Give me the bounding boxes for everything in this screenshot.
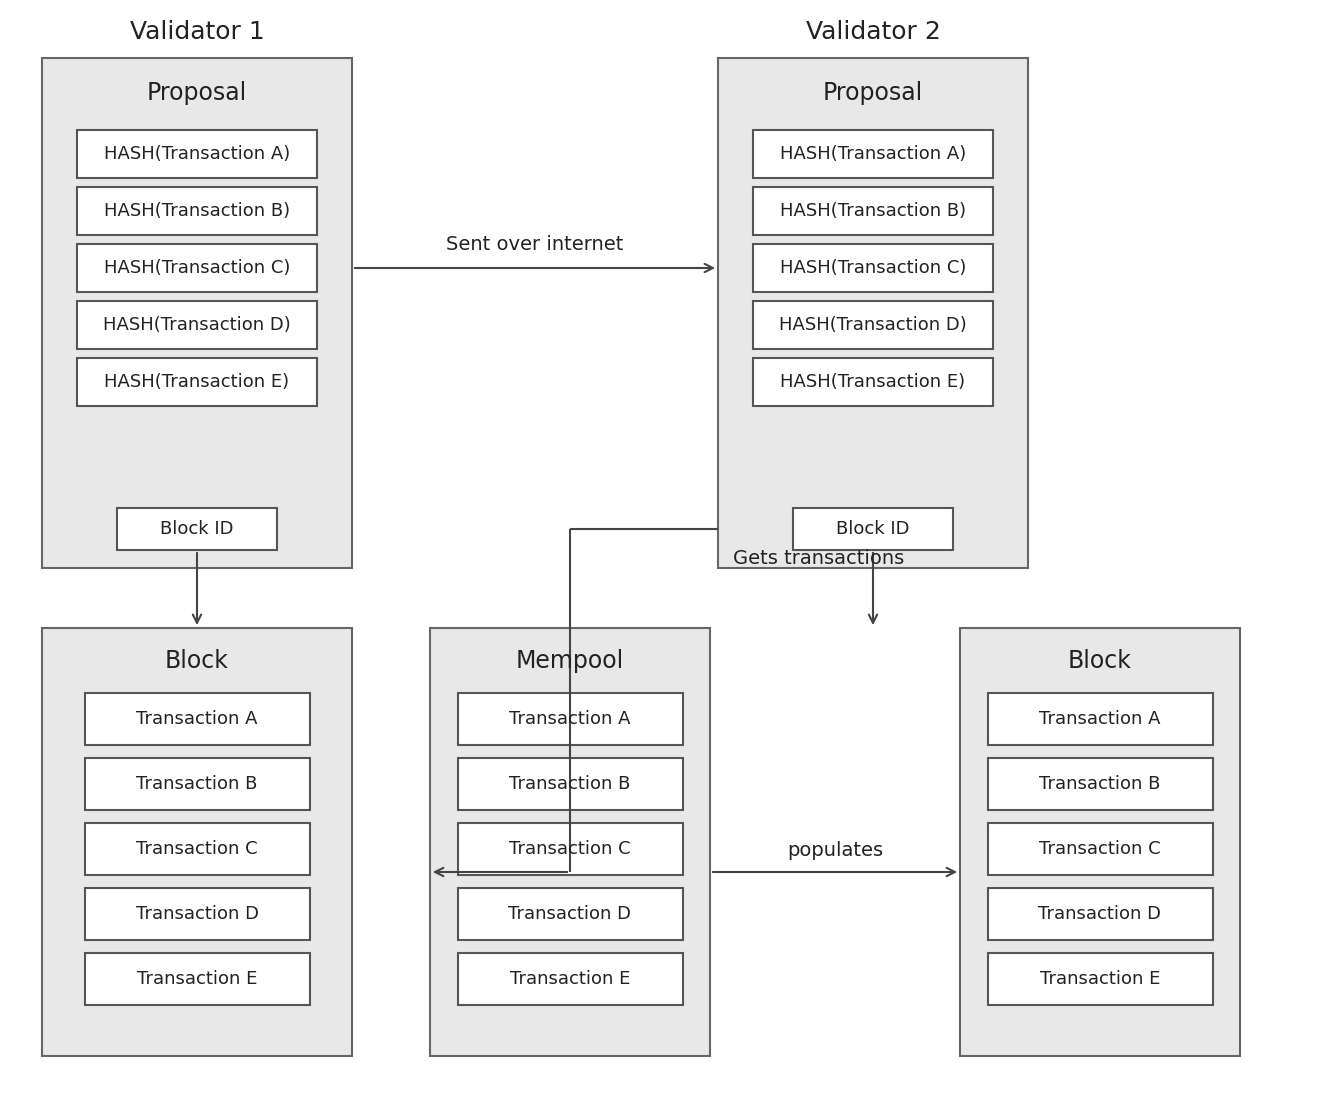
Text: Sent over internet: Sent over internet: [446, 235, 624, 253]
Bar: [457, 954, 683, 1005]
Text: Block: Block: [166, 649, 228, 673]
Text: HASH(Transaction C): HASH(Transaction C): [104, 259, 290, 277]
Bar: [430, 628, 709, 1057]
Bar: [77, 358, 317, 406]
Text: Transaction E: Transaction E: [136, 970, 258, 987]
Bar: [41, 628, 351, 1057]
Text: Validator 1: Validator 1: [130, 20, 265, 44]
Text: Proposal: Proposal: [823, 81, 923, 105]
Bar: [84, 823, 310, 875]
Text: Transaction D: Transaction D: [135, 905, 258, 923]
Bar: [717, 58, 1027, 568]
Text: Transaction E: Transaction E: [510, 970, 631, 987]
Bar: [84, 954, 310, 1005]
Bar: [754, 187, 993, 235]
Bar: [987, 823, 1213, 875]
Bar: [77, 187, 317, 235]
Bar: [987, 758, 1213, 810]
Text: Transaction E: Transaction E: [1039, 970, 1160, 987]
Text: HASH(Transaction E): HASH(Transaction E): [780, 373, 966, 391]
Text: Transaction A: Transaction A: [509, 710, 631, 728]
Bar: [77, 130, 317, 178]
Text: Block ID: Block ID: [160, 520, 234, 538]
Text: HASH(Transaction E): HASH(Transaction E): [104, 373, 290, 391]
Text: HASH(Transaction D): HASH(Transaction D): [779, 316, 967, 334]
Text: Proposal: Proposal: [147, 81, 247, 105]
Bar: [77, 301, 317, 349]
Bar: [754, 130, 993, 178]
Bar: [84, 888, 310, 940]
Bar: [457, 693, 683, 745]
Bar: [457, 758, 683, 810]
Bar: [457, 823, 683, 875]
Bar: [118, 509, 277, 550]
Bar: [77, 244, 317, 292]
Text: Validator 2: Validator 2: [806, 20, 941, 44]
Text: Transaction C: Transaction C: [1039, 840, 1161, 858]
Bar: [987, 693, 1213, 745]
Bar: [84, 758, 310, 810]
Bar: [961, 628, 1240, 1057]
Text: Transaction B: Transaction B: [1039, 775, 1161, 794]
Text: Transaction B: Transaction B: [136, 775, 258, 794]
Bar: [84, 693, 310, 745]
Text: Transaction C: Transaction C: [136, 840, 258, 858]
Text: Transaction C: Transaction C: [509, 840, 631, 858]
Bar: [794, 509, 953, 550]
Bar: [987, 888, 1213, 940]
Text: HASH(Transaction B): HASH(Transaction B): [780, 202, 966, 220]
Text: Transaction A: Transaction A: [136, 710, 258, 728]
Text: HASH(Transaction A): HASH(Transaction A): [780, 145, 966, 163]
Text: HASH(Transaction A): HASH(Transaction A): [104, 145, 290, 163]
Text: Transaction B: Transaction B: [509, 775, 631, 794]
Text: Transaction D: Transaction D: [1038, 905, 1161, 923]
Bar: [457, 888, 683, 940]
Text: HASH(Transaction D): HASH(Transaction D): [103, 316, 291, 334]
Bar: [41, 58, 351, 568]
Text: populates: populates: [787, 841, 883, 859]
Text: Block: Block: [1067, 649, 1132, 673]
Bar: [754, 358, 993, 406]
Bar: [987, 954, 1213, 1005]
Text: Transaction D: Transaction D: [509, 905, 632, 923]
Text: Block ID: Block ID: [836, 520, 910, 538]
Text: Mempool: Mempool: [516, 649, 624, 673]
Text: HASH(Transaction B): HASH(Transaction B): [104, 202, 290, 220]
Text: Gets transactions: Gets transactions: [733, 549, 904, 568]
Text: HASH(Transaction C): HASH(Transaction C): [780, 259, 966, 277]
Text: Transaction A: Transaction A: [1039, 710, 1161, 728]
Bar: [754, 301, 993, 349]
Bar: [754, 244, 993, 292]
